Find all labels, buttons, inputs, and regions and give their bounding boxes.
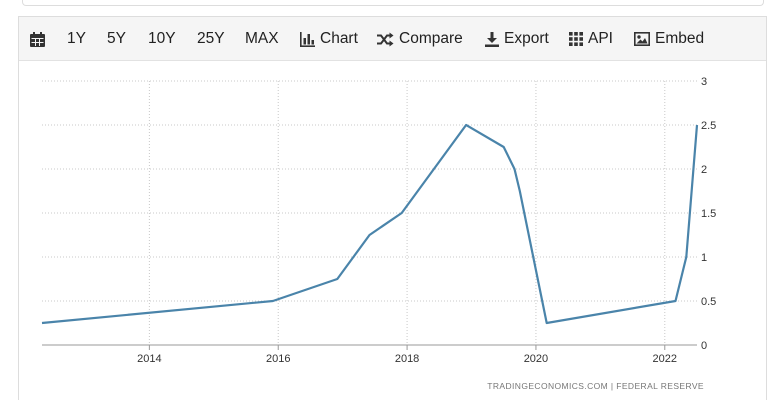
chart-type-label: Chart xyxy=(320,30,358,47)
x-tick-label: 2014 xyxy=(137,353,161,365)
y-tick-label: 1.5 xyxy=(701,208,716,220)
y-tick-label: 0.5 xyxy=(701,296,716,308)
chart-panel: 1Y 5Y 10Y 25Y MAX Chart xyxy=(18,16,767,400)
api-label: API xyxy=(588,30,613,47)
previous-section-edge xyxy=(22,0,764,6)
x-tick-label: 2020 xyxy=(524,353,548,365)
range-25y-label: 25Y xyxy=(197,30,225,47)
embed-label: Embed xyxy=(655,30,705,47)
export-label: Export xyxy=(504,30,549,47)
range-10y-button[interactable]: 10Y xyxy=(148,17,176,61)
series-line-0 xyxy=(41,123,699,325)
y-tick-label: 2 xyxy=(701,164,707,176)
embed-button[interactable]: Embed xyxy=(634,17,704,61)
source-credit: TRADINGECONOMICS.COM | FEDERAL RESERVE xyxy=(487,381,704,391)
bar-chart-icon xyxy=(300,31,315,47)
y-tick-label: 1 xyxy=(701,252,707,264)
calendar-icon xyxy=(30,31,45,47)
range-1y-button[interactable]: 1Y xyxy=(67,17,86,61)
export-button[interactable]: Export xyxy=(485,17,549,61)
chart-toolbar: 1Y 5Y 10Y 25Y MAX Chart xyxy=(19,17,766,61)
download-icon xyxy=(485,31,499,47)
chart-type-button[interactable]: Chart xyxy=(300,17,358,61)
range-max-button[interactable]: MAX xyxy=(245,17,279,61)
range-25y-button[interactable]: 25Y xyxy=(197,17,225,61)
x-tick-label: 2016 xyxy=(266,353,290,365)
calendar-button[interactable] xyxy=(30,17,50,61)
chart-area: 0 0.5 1 1.5 2 2.5 3 2014 2016 2018 2020 2022 xyxy=(19,61,766,401)
y-tick-label: 0 xyxy=(701,340,707,352)
x-tick-label: 2022 xyxy=(653,353,677,365)
x-tick-label: 2018 xyxy=(395,353,419,365)
shuffle-icon xyxy=(377,32,394,47)
y-tick-label: 3 xyxy=(701,76,707,88)
compare-button[interactable]: Compare xyxy=(377,17,463,61)
image-icon xyxy=(634,32,650,46)
y-tick-label: 2.5 xyxy=(701,120,716,132)
compare-label: Compare xyxy=(399,30,463,47)
range-max-label: MAX xyxy=(245,30,279,47)
range-5y-label: 5Y xyxy=(107,30,126,47)
grid-icon xyxy=(569,32,583,46)
range-10y-label: 10Y xyxy=(148,30,176,47)
range-5y-button[interactable]: 5Y xyxy=(107,17,126,61)
line-chart: 0 0.5 1 1.5 2 2.5 3 2014 2016 2018 2020 2022 xyxy=(41,76,716,365)
api-button[interactable]: API xyxy=(569,17,613,61)
range-1y-label: 1Y xyxy=(67,30,86,47)
